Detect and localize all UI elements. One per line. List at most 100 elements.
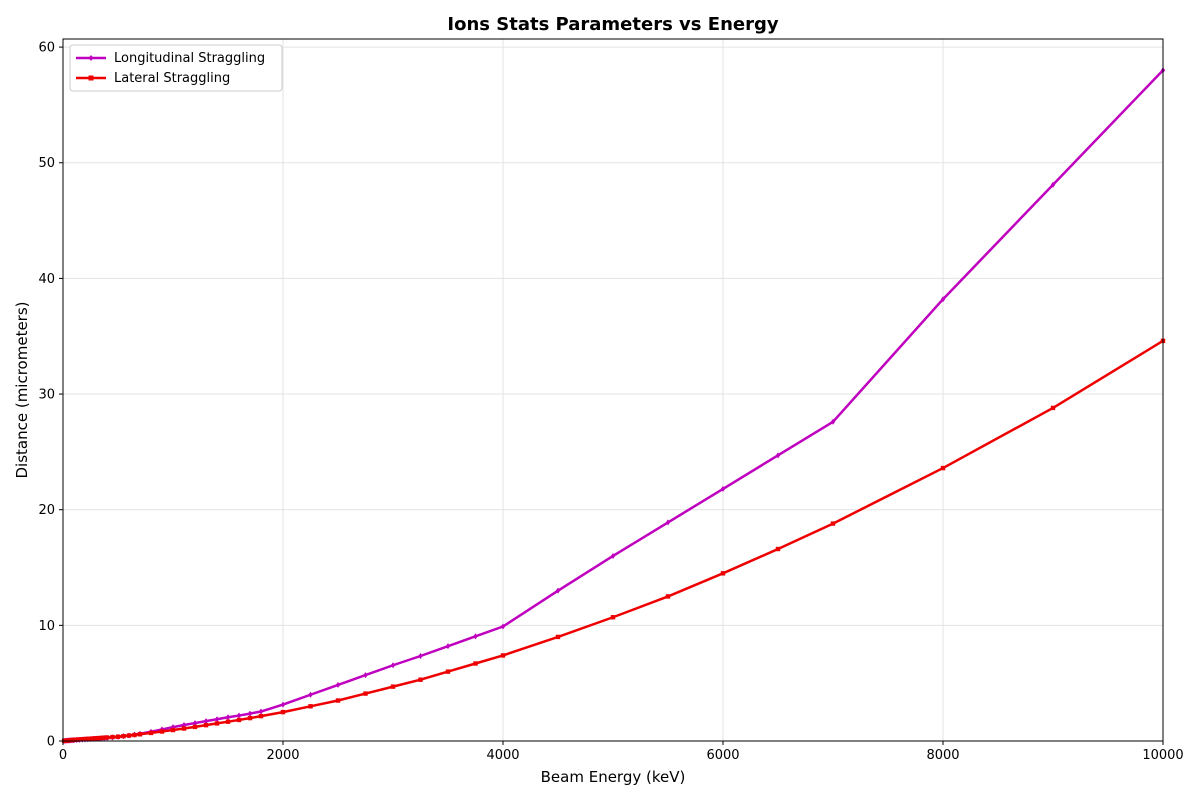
legend-marker-lateral — [88, 75, 94, 81]
data-point-longitudinal — [445, 643, 451, 650]
data-point-longitudinal — [500, 623, 506, 630]
data-point-lateral — [85, 736, 90, 742]
x-tick-label: 2000 — [266, 748, 299, 763]
series-lateral — [61, 338, 1166, 744]
data-point-lateral — [500, 653, 506, 658]
data-point-longitudinal — [170, 724, 176, 731]
data-point-longitudinal — [418, 652, 423, 659]
data-point-lateral — [280, 709, 286, 715]
data-point-longitudinal — [236, 712, 242, 719]
data-point-longitudinal — [1050, 181, 1056, 188]
data-point-lateral — [102, 735, 107, 740]
data-point-longitudinal — [555, 587, 561, 594]
data-point-lateral — [940, 465, 946, 471]
data-point-lateral — [121, 733, 126, 739]
data-point-lateral — [214, 721, 220, 726]
y-tick-label: 0 — [47, 735, 55, 750]
x-tick-label: 4000 — [486, 748, 519, 763]
data-point-lateral — [137, 732, 143, 737]
data-point-lateral — [74, 737, 79, 742]
data-point-lateral — [181, 726, 187, 731]
data-point-lateral — [99, 735, 104, 741]
legend-marker-longitudinal — [88, 55, 94, 61]
data-point-lateral — [720, 571, 726, 576]
data-point-longitudinal — [280, 701, 286, 708]
data-point-lateral — [93, 736, 99, 741]
data-point-lateral — [445, 669, 451, 674]
y-tick-label: 50 — [38, 156, 55, 171]
data-point-lateral — [225, 719, 231, 724]
data-point-longitudinal — [203, 718, 209, 725]
data-point-lateral — [610, 615, 616, 620]
data-point-lateral — [126, 733, 132, 738]
data-point-lateral — [203, 722, 209, 728]
plot-frame — [62, 38, 1164, 742]
legend-box — [69, 44, 283, 92]
y-axis-label: Distance (micrometers) — [13, 301, 31, 478]
data-point-lateral — [830, 521, 836, 526]
data-point-lateral — [555, 634, 561, 640]
data-point-longitudinal — [308, 691, 313, 698]
data-point-lateral — [91, 736, 96, 741]
data-point-lateral — [363, 691, 368, 696]
y-tick-label: 60 — [38, 41, 55, 56]
data-point-lateral — [192, 724, 198, 730]
data-point-lateral — [665, 594, 671, 599]
data-point-lateral — [1050, 405, 1056, 411]
y-tick-label: 20 — [38, 503, 55, 518]
data-point-lateral — [148, 730, 154, 736]
y-tick-label: 10 — [38, 619, 55, 634]
data-point-longitudinal — [830, 418, 836, 425]
data-point-lateral — [104, 735, 110, 740]
data-point-lateral — [258, 713, 264, 719]
x-tick-label: 10000 — [1142, 748, 1183, 763]
legend: Longitudinal Straggling Lateral Straggli… — [69, 44, 283, 92]
data-point-lateral — [236, 717, 242, 723]
x-axis-label: Beam Energy (keV) — [541, 768, 686, 786]
data-point-lateral — [110, 734, 115, 740]
data-point-longitudinal — [473, 633, 478, 640]
x-tick-label: 0 — [59, 748, 67, 763]
data-point-lateral — [88, 736, 93, 741]
data-point-lateral — [308, 704, 313, 709]
data-point-longitudinal — [363, 672, 368, 679]
data-point-lateral — [473, 661, 478, 666]
legend-label-longitudinal: Longitudinal Straggling — [114, 51, 265, 66]
data-point-lateral — [132, 732, 137, 738]
data-point-lateral — [80, 737, 85, 742]
data-point-longitudinal — [225, 714, 231, 721]
x-tick-label: 8000 — [926, 748, 959, 763]
ticks: 0 2000 4000 6000 8000 10000 0 10 20 30 40 50 60 — [38, 41, 1183, 763]
data-point-longitudinal — [214, 716, 220, 723]
data-point-lateral — [335, 698, 341, 703]
data-point-longitudinal — [940, 296, 946, 303]
y-tick-label: 40 — [38, 272, 55, 287]
data-point-lateral — [71, 737, 77, 743]
data-point-lateral — [418, 677, 423, 682]
data-point-lateral — [82, 736, 88, 742]
data-point-longitudinal — [775, 452, 781, 459]
y-tick-label: 30 — [38, 388, 55, 403]
data-point-longitudinal — [665, 519, 671, 526]
data-point-longitudinal — [192, 720, 198, 727]
data-point-longitudinal — [335, 681, 341, 688]
data-point-longitudinal — [610, 552, 616, 559]
data-point-lateral — [96, 735, 101, 741]
data-point-lateral — [159, 729, 165, 734]
legend-label-lateral: Lateral Straggling — [114, 71, 230, 86]
x-tick-label: 6000 — [706, 748, 739, 763]
data-point-lateral — [390, 684, 396, 689]
data-point-longitudinal — [720, 485, 726, 492]
data-point-lateral — [247, 715, 253, 721]
series-layer — [61, 67, 1166, 744]
data-point-longitudinal — [181, 722, 187, 729]
data-point-longitudinal — [247, 710, 253, 717]
data-point-lateral — [170, 727, 176, 733]
data-point-lateral — [115, 734, 121, 739]
chart-title: Ions Stats Parameters vs Energy — [447, 14, 778, 35]
data-point-lateral — [775, 546, 781, 552]
data-point-longitudinal — [258, 708, 264, 715]
data-point-longitudinal — [390, 662, 396, 669]
